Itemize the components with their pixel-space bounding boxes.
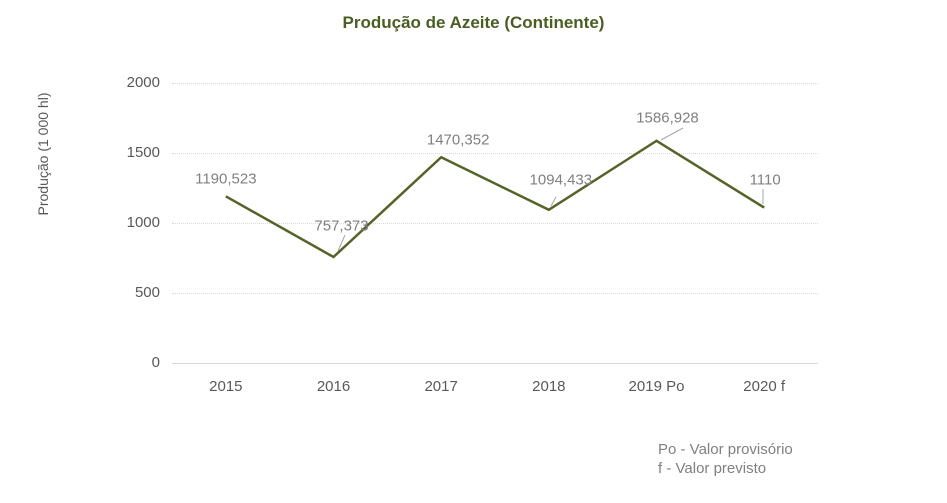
x-tick-label-2015: 2015 (209, 378, 243, 395)
x-tick-label-2018: 2018 (532, 378, 566, 395)
footnotes: Po - Valor provisório f - Valor previsto (658, 440, 793, 478)
label-leader-line-1 (550, 196, 557, 207)
data-label-2020-f: 1110 (749, 171, 781, 189)
x-tick-label-2019-Po: 2019 Po (628, 378, 685, 395)
plot-area: 1190,523 757,373 1470,352 1094,433 1586,928 1… (172, 83, 818, 364)
x-tick-label-2020-f: 2020 f (743, 378, 786, 395)
data-label-2018: 1094,433 (529, 171, 593, 189)
label-leader-line-2 (660, 127, 684, 141)
y-tick-label-2000: 2000 (126, 74, 160, 91)
label-leader-line-0 (337, 234, 346, 252)
y-axis-title: Produção (1 000 hl) (35, 92, 51, 216)
gridline-500 (172, 293, 818, 294)
y-tick-label-1500: 1500 (126, 144, 160, 161)
gridline-1500 (172, 153, 818, 154)
x-axis-line (172, 363, 818, 364)
line-series-svg (225, 127, 765, 259)
chart-title: Produção de Azeite (Continente) (342, 13, 605, 32)
y-tick-label-0: 0 (151, 354, 160, 371)
x-tick-label-2017: 2017 (424, 378, 458, 395)
y-tick-label-500: 500 (134, 284, 160, 301)
data-label-2017: 1470,352 (426, 131, 490, 149)
production-line (225, 139, 765, 259)
data-label-2016: 757,373 (314, 217, 369, 235)
data-label-2015: 1190,523 (195, 170, 257, 188)
footnote-provisional: Po - Valor provisório (658, 441, 793, 458)
y-tick-label-1000: 1000 (126, 214, 160, 231)
x-tick-label-2016: 2016 (316, 378, 351, 395)
gridline-2000 (172, 83, 818, 84)
data-label-2019-Po: 1586,928 (636, 109, 699, 127)
gridline-1000 (172, 223, 818, 224)
footnote-forecast: f - Valor previsto (658, 460, 767, 477)
